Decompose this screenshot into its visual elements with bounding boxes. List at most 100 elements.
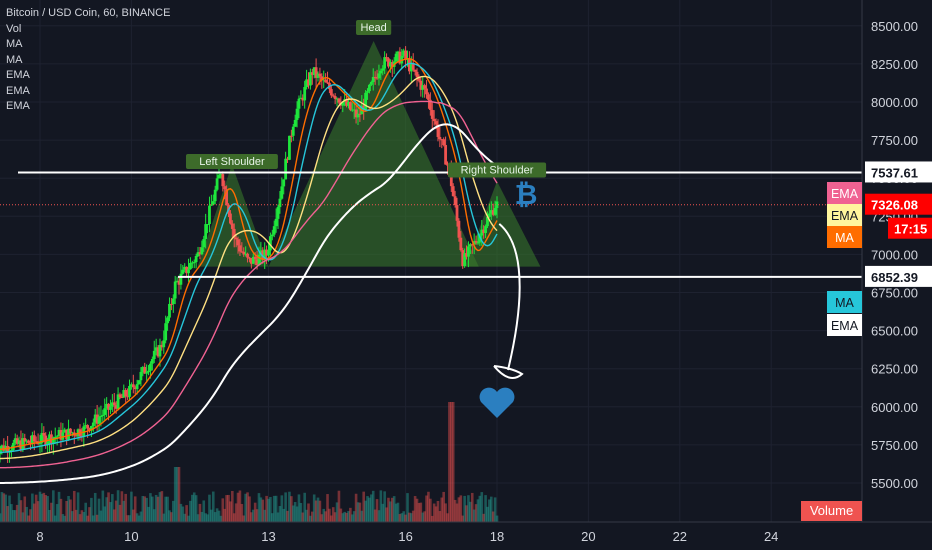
candle-body: [282, 179, 286, 187]
volume-bar: [139, 511, 143, 522]
candle-body: [307, 79, 310, 86]
candle-body: [17, 440, 21, 444]
candle-body: [381, 68, 385, 71]
candle-body: [305, 79, 308, 88]
volume-bar: [86, 515, 89, 522]
candle-body: [303, 87, 307, 101]
candle-body: [196, 252, 200, 256]
candle-body: [175, 280, 179, 282]
volume-bar: [446, 513, 449, 522]
indicator-badge-text: EMA: [831, 187, 859, 201]
volume-bar: [126, 515, 129, 522]
volume-bar: [375, 499, 379, 522]
candle-body: [204, 224, 208, 240]
volume-bar: [457, 497, 461, 522]
volume-bar: [31, 493, 34, 522]
candle-body: [350, 109, 354, 111]
volume-bar: [463, 495, 466, 522]
volume-bar: [149, 493, 152, 522]
candle-body: [467, 246, 470, 257]
volume-bar: [309, 515, 312, 522]
volume-bar: [48, 509, 51, 522]
candle-body: [137, 380, 141, 385]
candle-body: [232, 228, 236, 238]
volume-bar: [251, 509, 255, 522]
candle-body: [417, 77, 421, 81]
price-badge-bg: [865, 265, 932, 287]
candle-body: [200, 247, 204, 255]
volume-bar: [25, 506, 28, 522]
volume-bar: [387, 497, 390, 522]
volume-bar: [0, 492, 4, 522]
volume-bar: [293, 502, 297, 522]
candle-body: [379, 70, 383, 74]
volume-bar: [305, 509, 308, 522]
candle-body: [116, 394, 120, 409]
candle-body: [160, 344, 164, 348]
candle-body: [25, 440, 29, 442]
volume-bar: [423, 511, 426, 522]
volume-bar: [80, 510, 84, 522]
candle-body: [173, 281, 177, 299]
candle-body: [152, 350, 156, 360]
candle-body: [474, 241, 478, 243]
price-badge-text: 7326.08: [871, 198, 918, 213]
volume-bar: [211, 491, 215, 522]
candle-body: [40, 433, 44, 444]
pattern-label-bg: [185, 154, 278, 170]
x-tick-label: 20: [581, 529, 595, 544]
candle-body: [288, 135, 291, 160]
candle-body: [48, 434, 51, 443]
volume-bar: [19, 500, 23, 522]
volume-bar: [472, 509, 476, 522]
candle-body: [358, 113, 362, 115]
volume-bar: [93, 492, 97, 522]
candle-body: [404, 50, 407, 60]
candle-body: [409, 63, 413, 72]
volume-bar: [198, 503, 202, 522]
volume-bar: [307, 503, 310, 522]
candle-body: [67, 428, 70, 440]
volume-bar: [324, 511, 327, 522]
candle-body: [251, 256, 255, 264]
price-badge-text: 6852.39: [871, 270, 918, 285]
volume-bar: [55, 504, 59, 522]
volume-bar: [105, 497, 108, 522]
projection-arrow-head: [493, 365, 524, 380]
candle-body: [324, 79, 328, 83]
candle-body: [476, 242, 480, 244]
volume-bar: [310, 511, 314, 522]
chart-legend: Bitcoin / USD Coin, 60, BINANCE Vol MA M…: [6, 6, 170, 115]
candle-body: [10, 449, 13, 452]
candle-body: [261, 250, 265, 260]
volume-bar: [429, 498, 432, 522]
volume-bar: [116, 490, 120, 522]
volume-bar: [8, 495, 11, 522]
volume-bar: [337, 490, 341, 522]
candle-body: [0, 445, 4, 450]
volume-bar: [143, 496, 147, 522]
candle-body: [219, 174, 223, 176]
volume-bar: [417, 503, 421, 522]
volume-bar: [23, 496, 27, 522]
volume-bar: [335, 502, 339, 522]
candle-body: [99, 415, 103, 417]
volume-bar: [410, 513, 413, 522]
candle-body: [354, 109, 358, 118]
volume-bar: [215, 508, 219, 522]
candle-body: [493, 208, 497, 215]
volume-bar: [326, 494, 329, 522]
volume-bar: [40, 493, 44, 522]
candle-body: [236, 239, 240, 246]
candle-body: [387, 58, 390, 67]
candle-body: [364, 92, 368, 110]
candle-body: [177, 280, 181, 285]
volume-bar: [234, 503, 238, 522]
candle-body: [329, 89, 333, 96]
head-triangle: [268, 41, 479, 267]
candle-body: [444, 145, 447, 165]
volume-bar: [2, 493, 6, 522]
pattern-label-head: Head: [356, 19, 392, 35]
candle-body: [229, 213, 232, 224]
